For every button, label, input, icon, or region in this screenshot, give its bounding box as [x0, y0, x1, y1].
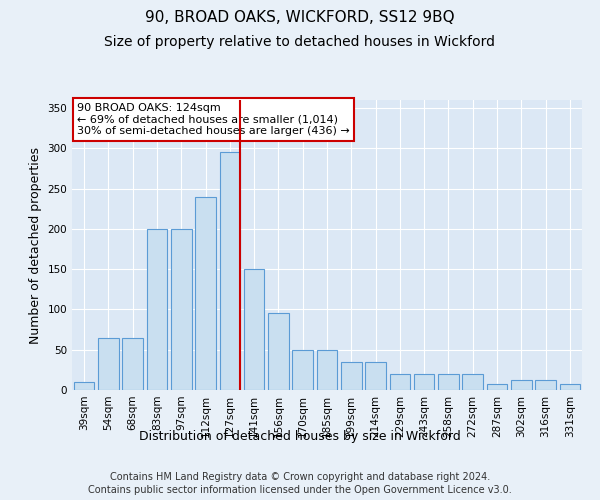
Bar — [220, 152, 240, 390]
Bar — [122, 338, 143, 390]
Bar — [317, 350, 337, 390]
Text: 90, BROAD OAKS, WICKFORD, SS12 9BQ: 90, BROAD OAKS, WICKFORD, SS12 9BQ — [145, 10, 455, 25]
Bar — [171, 229, 191, 390]
Bar — [244, 269, 265, 390]
Text: Contains HM Land Registry data © Crown copyright and database right 2024.: Contains HM Land Registry data © Crown c… — [110, 472, 490, 482]
Text: 90 BROAD OAKS: 124sqm
← 69% of detached houses are smaller (1,014)
30% of semi-d: 90 BROAD OAKS: 124sqm ← 69% of detached … — [77, 103, 350, 136]
Bar — [389, 374, 410, 390]
Bar — [195, 196, 216, 390]
Bar — [146, 229, 167, 390]
Y-axis label: Number of detached properties: Number of detached properties — [29, 146, 42, 344]
Bar — [341, 362, 362, 390]
Text: Distribution of detached houses by size in Wickford: Distribution of detached houses by size … — [139, 430, 461, 443]
Bar — [535, 380, 556, 390]
Bar — [414, 374, 434, 390]
Bar — [268, 314, 289, 390]
Bar — [463, 374, 483, 390]
Bar — [487, 384, 508, 390]
Bar — [438, 374, 459, 390]
Bar — [560, 384, 580, 390]
Bar — [365, 362, 386, 390]
Bar — [292, 350, 313, 390]
Text: Size of property relative to detached houses in Wickford: Size of property relative to detached ho… — [104, 35, 496, 49]
Bar — [98, 338, 119, 390]
Text: Contains public sector information licensed under the Open Government Licence v3: Contains public sector information licen… — [88, 485, 512, 495]
Bar — [511, 380, 532, 390]
Bar — [74, 382, 94, 390]
